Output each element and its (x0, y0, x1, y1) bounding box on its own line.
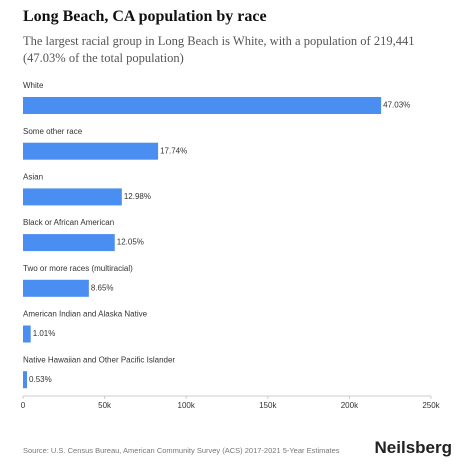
value-label: 17.74% (160, 146, 187, 155)
category-label: Native Hawaiian and Other Pacific Island… (23, 355, 175, 364)
x-tick-label: 50k (98, 401, 112, 410)
value-label: 12.05% (117, 238, 144, 247)
x-tick-label: 0 (21, 401, 26, 410)
value-label: 12.98% (124, 192, 151, 201)
bar (23, 371, 28, 389)
category-label: Black or African American (23, 218, 114, 227)
bar (23, 142, 159, 160)
bar (23, 325, 31, 343)
category-label: American Indian and Alaska Native (23, 310, 148, 319)
category-label: Asian (23, 173, 43, 182)
value-label: 0.53% (29, 375, 52, 384)
source-note: Source: U.S. Census Bureau, American Com… (23, 446, 340, 455)
bar (23, 97, 382, 114)
value-label: 8.65% (91, 283, 114, 292)
x-tick-label: 200k (341, 401, 359, 410)
category-label: Some other race (23, 127, 83, 136)
x-tick-label: 100k (178, 401, 196, 410)
bar (23, 188, 122, 206)
chart-title: Long Beach, CA population by race (23, 8, 267, 25)
value-label: 1.01% (33, 329, 56, 338)
x-tick-label: 250k (422, 401, 440, 410)
bar (23, 279, 89, 297)
brand-logo: Neilsberg (374, 438, 452, 457)
chart-subtitle: The largest racial group in Long Beach i… (23, 34, 415, 65)
category-label: Two or more races (multiracial) (23, 264, 133, 273)
category-label: White (23, 81, 44, 90)
bar (23, 234, 115, 252)
x-tick-label: 150k (259, 401, 277, 410)
value-label: 47.03% (383, 101, 410, 110)
